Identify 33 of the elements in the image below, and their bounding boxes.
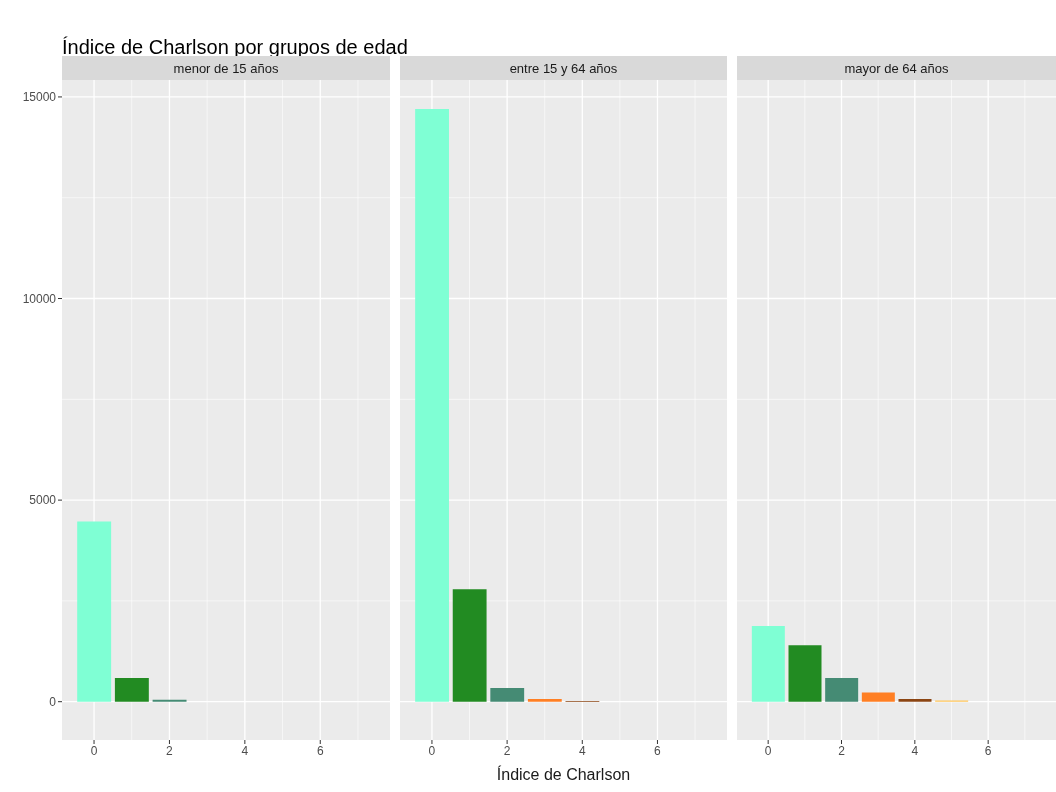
x-tick-label: 0 [90,743,98,758]
y-tick-label: 0 [49,694,57,709]
x-tick-label: 4 [911,743,919,758]
x-tick-label: 2 [503,743,511,758]
y-tick-label: 15000 [22,90,57,105]
chart-subtitle: entre 15 y 64 años [509,60,618,76]
bar [114,677,149,702]
bar [825,677,859,702]
x-tick-label: 6 [316,743,324,758]
x-tick-label: 6 [654,743,662,758]
y-tick-label: 5000 [29,493,57,508]
bar [152,699,187,702]
x-axis-title: Índice de Charlson [495,766,632,784]
bar [751,625,785,702]
x-tick-label: 0 [764,743,772,758]
x-tick-label: 4 [241,743,249,758]
bar [861,692,895,702]
bar [788,645,822,702]
bar [452,589,487,702]
y-tick-label: 10000 [22,291,57,306]
chart-subtitle: menor de 15 años [173,60,279,76]
bar [898,698,932,702]
chart-title: Índice de Charlson por grupos de edad [62,36,408,59]
bar [490,687,525,702]
bar [77,521,112,702]
chart-subtitle: mayor de 64 años [737,56,1056,80]
x-tick-label: 0 [428,743,436,758]
bar [527,698,562,702]
x-tick-label: 2 [166,743,174,758]
x-tick-label: 4 [578,743,586,758]
bar [415,109,449,702]
x-tick-label: 2 [838,743,846,758]
x-tick-label: 6 [984,743,992,758]
